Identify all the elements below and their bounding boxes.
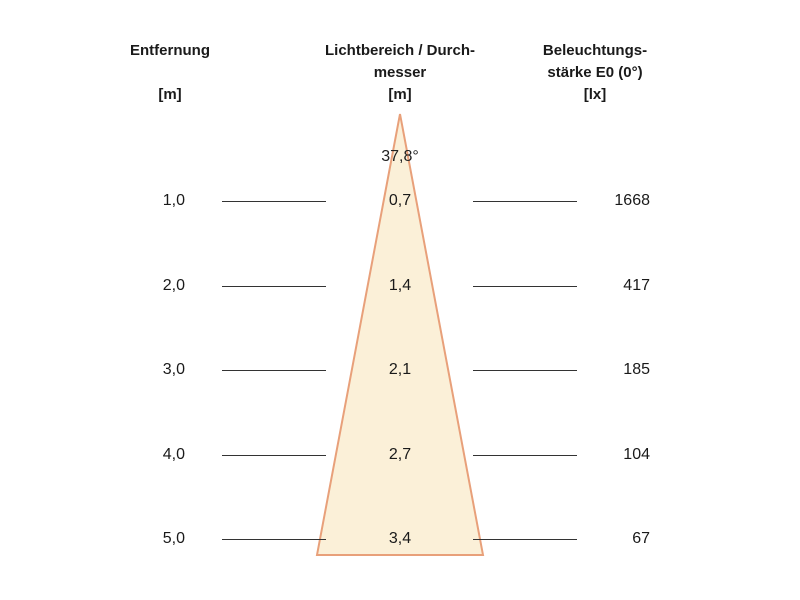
header-distance-line-1: Entfernung	[130, 42, 210, 59]
illuminance-value: 104	[623, 446, 650, 463]
header-distance-line-3: [m]	[158, 86, 182, 103]
distance-value: 2,0	[162, 277, 185, 294]
diameter-value: 2,7	[388, 446, 412, 463]
row-line-left	[222, 201, 326, 202]
row-line-right	[473, 286, 577, 287]
diameter-value: 0,7	[388, 192, 412, 209]
header-beam-diameter: Lichtbereich / Durch- messer [m]	[300, 40, 500, 106]
distance-value: 1,0	[162, 192, 185, 209]
distance-value: 4,0	[162, 446, 185, 463]
row-line-right	[473, 455, 577, 456]
row-line-left	[222, 539, 326, 540]
header-illuminance: Beleuchtungs- stärke E0 (0°) [lx]	[520, 40, 670, 106]
illuminance-value: 1668	[614, 192, 650, 209]
header-beam-line-2: messer	[373, 64, 427, 81]
illuminance-value: 417	[623, 277, 650, 294]
row-line-left	[222, 455, 326, 456]
diameter-value: 1,4	[388, 277, 412, 294]
row-line-left	[222, 370, 326, 371]
header-beam-line-1: Lichtbereich / Durch-	[324, 42, 476, 59]
header-distance: Entfernung [m]	[100, 40, 240, 106]
diameter-value: 2,1	[388, 361, 412, 378]
distance-value: 3,0	[162, 361, 185, 378]
light-cone	[315, 113, 485, 556]
row-line-right	[473, 539, 577, 540]
header-illuminance-line-3: [lx]	[583, 86, 607, 103]
distance-value: 5,0	[162, 530, 185, 547]
illuminance-value: 67	[632, 530, 650, 547]
illuminance-value: 185	[623, 361, 650, 378]
header-illuminance-line-2: stärke E0 (0°)	[547, 64, 643, 81]
row-line-left	[222, 286, 326, 287]
beam-angle-label: 37,8°	[381, 148, 419, 165]
row-line-right	[473, 201, 577, 202]
header-beam-line-3: [m]	[388, 86, 412, 103]
diameter-value: 3,4	[388, 530, 412, 547]
header-illuminance-line-1: Beleuchtungs-	[542, 42, 648, 59]
row-line-right	[473, 370, 577, 371]
